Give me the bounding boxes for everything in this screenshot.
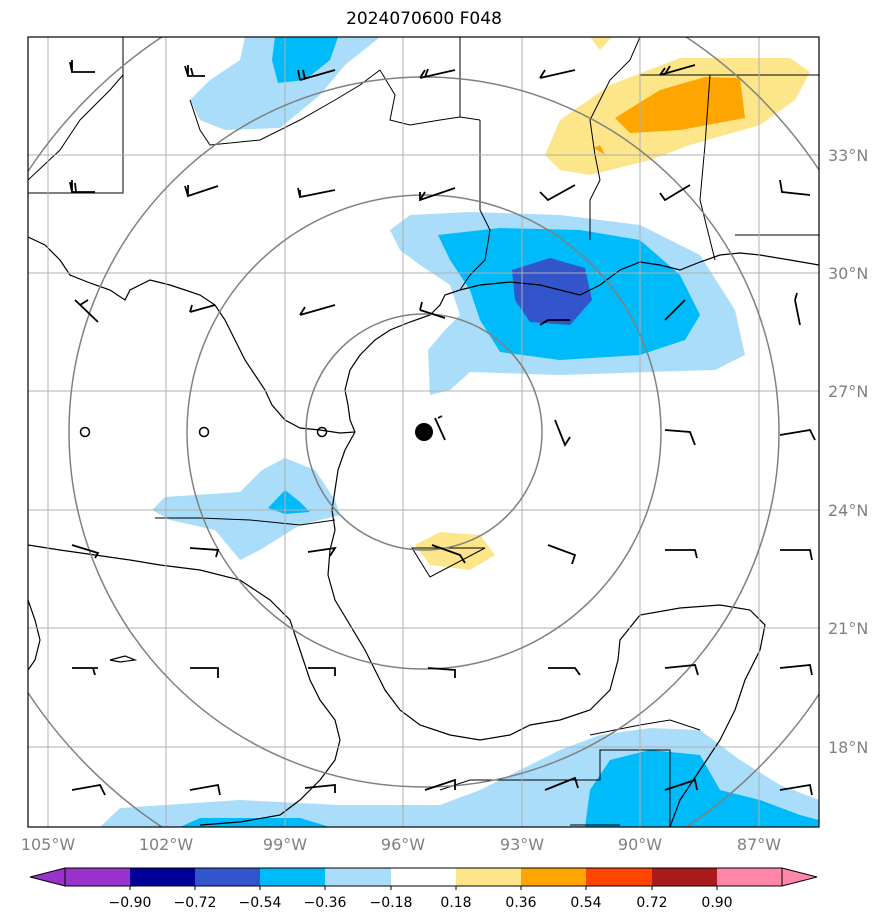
colorbar-tick-label: 0.36 — [505, 895, 536, 911]
wind-barb — [659, 64, 696, 76]
wind-barb — [71, 783, 106, 796]
colorbar-min-extend — [29, 867, 66, 887]
storm-center-marker — [415, 423, 433, 441]
wind-barb — [189, 783, 221, 796]
wind-barb — [664, 429, 696, 446]
colorbar-swatch — [260, 868, 325, 886]
wind-barb — [69, 60, 95, 73]
colorbar-tick-label: 0.90 — [701, 895, 732, 911]
wind-barb — [427, 667, 456, 678]
coastlines — [28, 236, 819, 827]
political-borders — [28, 37, 819, 827]
colorbar-swatch — [325, 868, 391, 886]
wind-barb — [664, 664, 699, 676]
wind-barb — [184, 65, 205, 77]
wind-barb — [308, 667, 336, 676]
colorbar-swatch — [391, 868, 456, 886]
lat-label: 21°N — [828, 619, 868, 638]
wind-barb — [539, 319, 570, 326]
colorbar-tick-label: 0.72 — [636, 895, 667, 911]
colorbar: −0.90 −0.72 −0.54 −0.36 −0.18 0.18 0.36 … — [29, 867, 818, 911]
wind-barb — [779, 783, 813, 796]
calm-circle — [316, 426, 328, 438]
wind-barb — [664, 778, 698, 791]
calm-circle — [79, 426, 91, 438]
colorbar-max-extend — [781, 867, 818, 887]
colorbar-tick-label: −0.90 — [109, 895, 152, 911]
colorbar-tick-label: −0.54 — [239, 895, 282, 911]
wind-barb — [299, 304, 336, 316]
wind-barb — [419, 68, 456, 79]
wind-barb — [548, 667, 581, 676]
wind-barb — [780, 549, 813, 561]
wind-barb — [71, 544, 100, 559]
wind-barb — [539, 184, 576, 202]
wind-barb — [419, 301, 446, 319]
wind-barb — [184, 185, 219, 198]
wind-barb — [189, 304, 216, 313]
wind-barb — [69, 180, 95, 193]
map-frame — [27, 36, 820, 828]
lon-label: 87°W — [737, 835, 781, 854]
lat-label: 18°N — [828, 738, 868, 757]
wind-barb — [554, 419, 571, 447]
longitude-labels: 105°W 102°W 99°W 96°W 93°W 90°W 87°W — [21, 835, 781, 854]
colorbar-swatch — [717, 868, 782, 886]
wind-barb — [190, 667, 219, 678]
wind-barb — [794, 292, 801, 326]
colorbar-swatch — [652, 868, 717, 886]
wind-barb — [779, 664, 813, 676]
colorbar-swatch — [586, 868, 652, 886]
wind-barb — [297, 187, 336, 199]
wind-barb — [539, 69, 576, 79]
wind-barb — [419, 187, 456, 202]
wind-barb — [664, 299, 686, 321]
colorbar-swatch — [65, 868, 130, 886]
wind-barb — [304, 784, 336, 793]
wind-barb — [779, 429, 816, 441]
wind-barb — [547, 544, 577, 565]
colorbar-tick-label: 0.18 — [440, 895, 471, 911]
lon-label: 96°W — [381, 835, 425, 854]
colorbar-swatch — [456, 868, 521, 886]
map-title: 2024070600 F048 — [346, 9, 502, 29]
lon-label: 105°W — [21, 835, 76, 854]
colorbar-tick-label: 0.54 — [570, 895, 601, 911]
wind-barbs — [69, 60, 816, 796]
calm-circle — [198, 426, 210, 438]
colorbar-tick-label: −0.36 — [304, 895, 347, 911]
wind-barb — [659, 184, 691, 202]
wind-barb — [189, 547, 220, 558]
lon-label: 102°W — [139, 835, 194, 854]
wind-barb — [297, 69, 336, 81]
calm-wind-markers — [79, 426, 328, 438]
wind-barb — [424, 778, 456, 791]
wind-barb — [74, 299, 99, 323]
lon-label: 93°W — [500, 835, 544, 854]
wind-barb — [665, 549, 698, 559]
colorbar-swatch — [130, 868, 195, 886]
lat-label: 33°N — [828, 146, 868, 165]
wind-barb — [431, 544, 466, 564]
wind-barb — [434, 415, 446, 441]
wind-barb — [72, 667, 98, 676]
lat-label: 24°N — [828, 501, 868, 520]
wind-barb — [307, 546, 337, 557]
lon-label: 99°W — [263, 835, 307, 854]
colorbar-tick-label: −0.18 — [370, 895, 413, 911]
wind-barb — [544, 776, 579, 791]
colorbar-swatch — [195, 868, 260, 886]
lon-label: 90°W — [618, 835, 662, 854]
shaded-anomaly-field — [100, 37, 819, 827]
latitude-labels: 33°N 30°N 27°N 24°N 21°N 18°N — [828, 146, 868, 757]
colorbar-swatch — [521, 868, 586, 886]
lat-label: 27°N — [828, 382, 868, 401]
lat-lon-grid — [28, 37, 819, 827]
lat-label: 30°N — [828, 264, 868, 283]
colorbar-tick-label: −0.72 — [174, 895, 217, 911]
wind-barb — [779, 179, 811, 196]
